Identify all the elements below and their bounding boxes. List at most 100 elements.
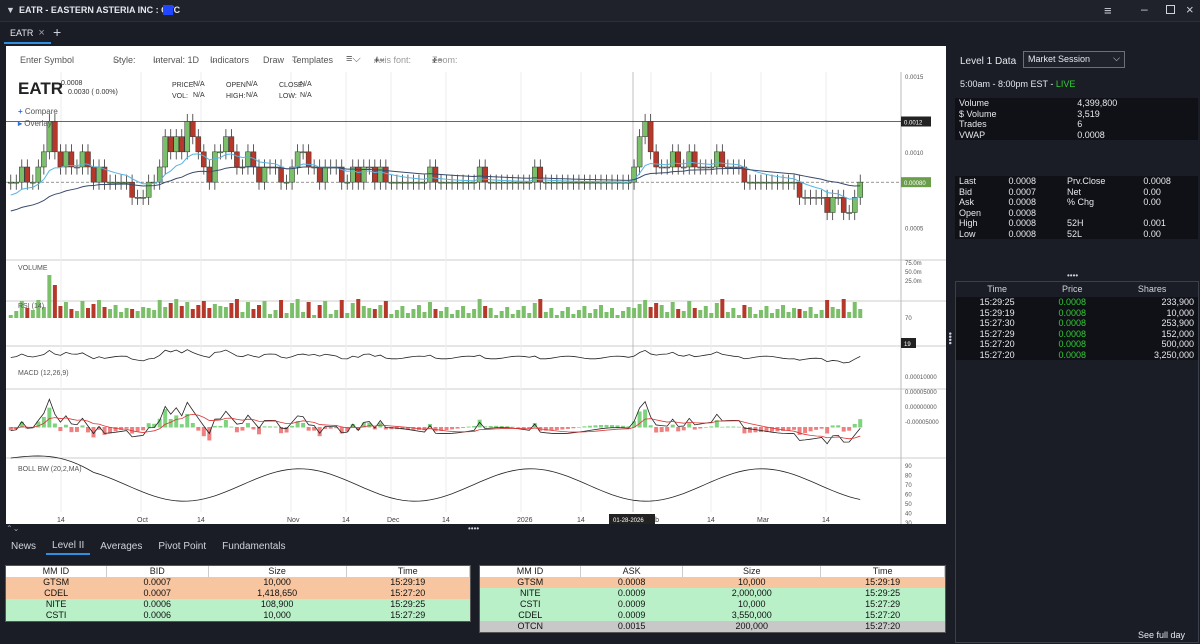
column-header[interactable]: MM ID — [6, 566, 107, 577]
candle[interactable] — [653, 151, 659, 168]
axis-font-control[interactable]: Axis font: +− — [374, 55, 412, 65]
candle[interactable] — [167, 136, 174, 153]
candle[interactable] — [377, 166, 384, 183]
candle[interactable] — [697, 166, 704, 169]
candle[interactable] — [35, 166, 42, 183]
candle[interactable] — [316, 166, 323, 183]
candle[interactable] — [675, 151, 681, 168]
candle[interactable] — [587, 181, 593, 184]
candle[interactable] — [598, 181, 604, 184]
candle[interactable] — [162, 136, 168, 168]
table-row[interactable]: GTSM 0.0008 10,000 15:29:19 — [480, 577, 945, 588]
candle[interactable] — [465, 181, 472, 184]
tab-news[interactable]: News — [11, 540, 37, 552]
candle[interactable] — [835, 197, 841, 199]
candle[interactable] — [190, 121, 196, 137]
candle[interactable] — [785, 181, 792, 184]
tab-level-ii[interactable]: Level II — [46, 538, 91, 555]
candle[interactable] — [383, 166, 389, 183]
candle[interactable] — [515, 181, 521, 184]
candle[interactable] — [774, 181, 781, 184]
candle[interactable] — [46, 121, 53, 153]
candle[interactable] — [548, 181, 555, 184]
candle[interactable] — [421, 181, 428, 184]
candle[interactable] — [68, 151, 75, 168]
candle[interactable] — [228, 136, 235, 153]
candle[interactable] — [123, 181, 130, 184]
candle[interactable] — [647, 121, 654, 153]
candle[interactable] — [8, 181, 14, 184]
tab-pivot-point[interactable]: Pivot Point — [158, 540, 207, 552]
interval-menu[interactable]: Interval: 1D ⌵ — [153, 55, 200, 65]
candle[interactable] — [256, 166, 262, 183]
candle[interactable] — [300, 151, 306, 154]
candle[interactable] — [24, 166, 31, 183]
table-row[interactable]: NITE 0.0006 108,900 15:29:25 — [6, 599, 470, 610]
candle[interactable] — [74, 166, 80, 169]
panel-resize-handle[interactable]: •••• — [945, 332, 955, 345]
column-header[interactable]: Time — [820, 566, 945, 577]
column-header[interactable]: Time — [346, 566, 471, 577]
candle[interactable] — [90, 166, 97, 183]
candle[interactable] — [129, 181, 135, 198]
split-handle-icon[interactable]: •••• — [468, 524, 480, 533]
candle[interactable] — [476, 166, 483, 183]
candle[interactable] — [752, 181, 759, 184]
candle[interactable] — [846, 212, 852, 214]
candle[interactable] — [570, 181, 577, 184]
candle[interactable] — [361, 166, 367, 183]
candle[interactable] — [96, 166, 102, 183]
zoom-control[interactable]: Zoom: +− — [432, 55, 458, 65]
symbol-input[interactable]: Enter Symbol — [20, 55, 75, 65]
table-row[interactable]: GTSM 0.0007 10,000 15:29:19 — [6, 577, 470, 588]
candle[interactable] — [780, 181, 786, 184]
candle[interactable] — [294, 151, 301, 168]
candle[interactable] — [410, 181, 417, 184]
chart-area[interactable]: Enter Symbol Style: ⌵ Interval: 1D ⌵ Ind… — [6, 46, 946, 524]
table-row[interactable]: OTCN 0.0015 200,000 15:27:20 — [480, 621, 945, 632]
compare-button[interactable]: + Compare — [18, 107, 58, 116]
candle[interactable] — [57, 151, 64, 168]
candle[interactable] — [725, 166, 731, 169]
candle[interactable] — [245, 151, 251, 168]
candle[interactable] — [559, 181, 566, 184]
table-row[interactable]: NITE 0.0009 2,000,000 15:29:25 — [480, 588, 945, 599]
candle[interactable] — [278, 166, 284, 183]
candle[interactable] — [543, 181, 549, 184]
close-icon[interactable]: × — [1186, 2, 1194, 17]
candle[interactable] — [134, 197, 141, 199]
candle[interactable] — [13, 181, 20, 184]
column-header[interactable]: Size — [208, 566, 347, 577]
candle[interactable] — [118, 181, 124, 184]
candle[interactable] — [851, 197, 858, 213]
candle[interactable] — [416, 181, 422, 184]
candle[interactable] — [537, 166, 544, 183]
candle[interactable] — [372, 166, 378, 183]
column-header[interactable]: Size — [682, 566, 822, 577]
candle[interactable] — [730, 166, 737, 169]
candle[interactable] — [840, 197, 847, 213]
candle[interactable] — [145, 181, 152, 198]
candle[interactable] — [703, 166, 709, 169]
candle[interactable] — [234, 151, 240, 168]
candle[interactable] — [63, 151, 69, 168]
candle[interactable] — [156, 166, 163, 183]
candle[interactable] — [796, 181, 803, 198]
candle[interactable] — [112, 181, 119, 184]
candle[interactable] — [471, 181, 477, 184]
templates-menu[interactable]: Templates ⌵ — [292, 55, 334, 65]
tab-fundamentals[interactable]: Fundamentals — [222, 540, 286, 552]
candle[interactable] — [322, 166, 328, 183]
candle[interactable] — [283, 181, 290, 184]
candle[interactable] — [195, 136, 202, 153]
candle[interactable] — [714, 151, 720, 168]
candle[interactable] — [554, 181, 560, 184]
candle[interactable] — [763, 181, 770, 184]
candle[interactable] — [829, 197, 836, 213]
candle[interactable] — [101, 166, 108, 183]
candle[interactable] — [388, 181, 395, 184]
candle[interactable] — [658, 166, 665, 169]
candle[interactable] — [261, 166, 268, 183]
candle[interactable] — [454, 181, 461, 184]
add-tab-icon[interactable]: + — [53, 24, 62, 40]
